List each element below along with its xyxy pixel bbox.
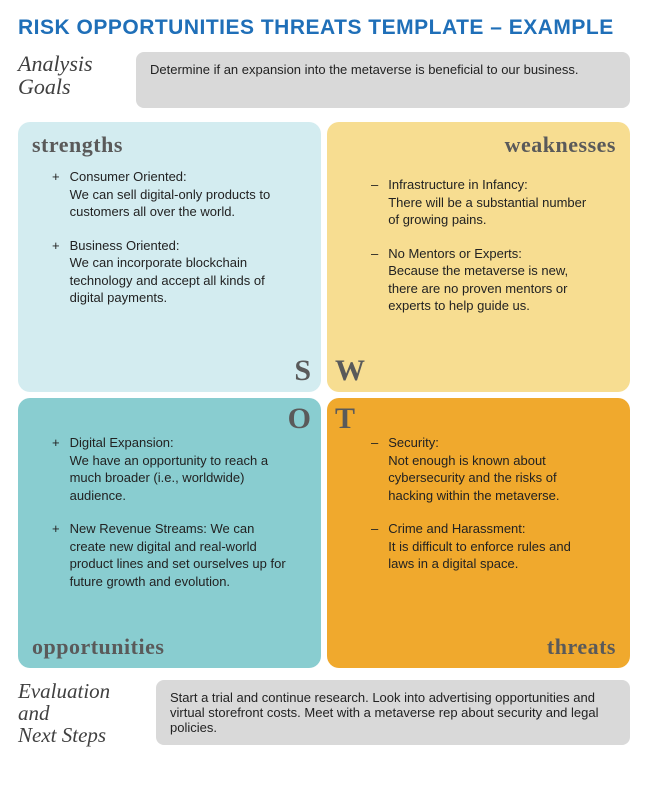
threats-footer: threats — [547, 634, 616, 660]
list-item: + New Revenue Streams: We can create new… — [52, 520, 289, 590]
page-title: RISK OPPORTUNITIES THREATS TEMPLATE – EX… — [18, 16, 630, 40]
item-body: No Mentors or Experts: Because the metav… — [388, 245, 598, 315]
item-lead: New Revenue Streams: — [70, 521, 207, 536]
evaluation-row: Evaluation and Next Steps Start a trial … — [18, 680, 630, 746]
threats-items: – Security: Not enough is known about cy… — [341, 408, 616, 573]
bullet-minus: – — [371, 176, 378, 229]
bullet-plus: + — [52, 237, 60, 307]
list-item: + Digital Expansion: We have an opportun… — [52, 434, 289, 504]
eval-label-line1: Evaluation — [18, 679, 110, 703]
opportunities-footer: opportunities — [32, 634, 164, 660]
item-lead: Business Oriented: — [70, 238, 180, 253]
bullet-plus: + — [52, 434, 60, 504]
item-body: Crime and Harassment: It is difficult to… — [388, 520, 596, 573]
weaknesses-items: – Infrastructure in Infancy: There will … — [341, 168, 616, 315]
item-lead: Digital Expansion: — [70, 435, 174, 450]
t-letter: T — [335, 404, 355, 434]
item-text: Not enough is known about cybersecurity … — [388, 453, 559, 503]
item-body: Consumer Oriented: We can sell digital-o… — [70, 168, 289, 221]
evaluation-label: Evaluation and Next Steps — [18, 680, 146, 746]
bullet-plus: + — [52, 168, 60, 221]
strengths-cell: strengths + Consumer Oriented: We can se… — [18, 122, 321, 392]
s-letter: S — [294, 356, 311, 386]
bullet-plus: + — [52, 520, 60, 590]
item-lead: Security: — [388, 435, 439, 450]
item-body: Infrastructure in Infancy: There will be… — [388, 176, 598, 229]
item-body: Business Oriented: We can incorporate bl… — [70, 237, 289, 307]
w-letter: W — [335, 356, 365, 386]
eval-label-line2: and — [18, 701, 50, 725]
bullet-minus: – — [371, 520, 378, 573]
threats-cell: T – Security: Not enough is known about … — [327, 398, 630, 668]
item-lead: No Mentors or Experts: — [388, 246, 522, 261]
strengths-items: + Consumer Oriented: We can sell digital… — [32, 168, 307, 307]
weaknesses-cell: weaknesses – Infrastructure in Infancy: … — [327, 122, 630, 392]
item-body: Security: Not enough is known about cybe… — [388, 434, 596, 504]
weaknesses-header: weaknesses — [341, 132, 616, 158]
item-body: New Revenue Streams: We can create new d… — [70, 520, 289, 590]
opportunities-cell: O + Digital Expansion: We have an opport… — [18, 398, 321, 668]
analysis-goals-row: Analysis Goals Determine if an expansion… — [18, 52, 630, 108]
bullet-minus: – — [371, 245, 378, 315]
list-item: – Crime and Harassment: It is difficult … — [371, 520, 596, 573]
item-lead: Crime and Harassment: — [388, 521, 525, 536]
o-letter: O — [288, 404, 311, 434]
item-text: There will be a substantial number of gr… — [388, 195, 586, 228]
bullet-minus: – — [371, 434, 378, 504]
item-lead: Infrastructure in Infancy: — [388, 177, 527, 192]
list-item: + Business Oriented: We can incorporate … — [52, 237, 289, 307]
list-item: + Consumer Oriented: We can sell digital… — [52, 168, 289, 221]
opportunities-items: + Digital Expansion: We have an opportun… — [32, 408, 307, 590]
item-text: Because the metaverse is new, there are … — [388, 263, 568, 313]
list-item: – Infrastructure in Infancy: There will … — [371, 176, 598, 229]
item-text: We can incorporate blockchain technology… — [70, 255, 265, 305]
goals-label-line1: Analysis — [18, 51, 93, 76]
item-text: We can sell digital-only products to cus… — [70, 187, 271, 220]
swot-grid: strengths + Consumer Oriented: We can se… — [18, 122, 630, 668]
analysis-goals-box: Determine if an expansion into the metav… — [136, 52, 630, 108]
item-lead: Consumer Oriented: — [70, 169, 187, 184]
item-text: We have an opportunity to reach a much b… — [70, 453, 269, 503]
analysis-goals-label: Analysis Goals — [18, 52, 126, 98]
strengths-header: strengths — [32, 132, 307, 158]
goals-label-line2: Goals — [18, 74, 71, 99]
list-item: – No Mentors or Experts: Because the met… — [371, 245, 598, 315]
eval-label-line3: Next Steps — [18, 723, 106, 747]
item-text: It is difficult to enforce rules and law… — [388, 539, 571, 572]
evaluation-box: Start a trial and continue research. Loo… — [156, 680, 630, 745]
item-body: Digital Expansion: We have an opportunit… — [70, 434, 289, 504]
list-item: – Security: Not enough is known about cy… — [371, 434, 596, 504]
